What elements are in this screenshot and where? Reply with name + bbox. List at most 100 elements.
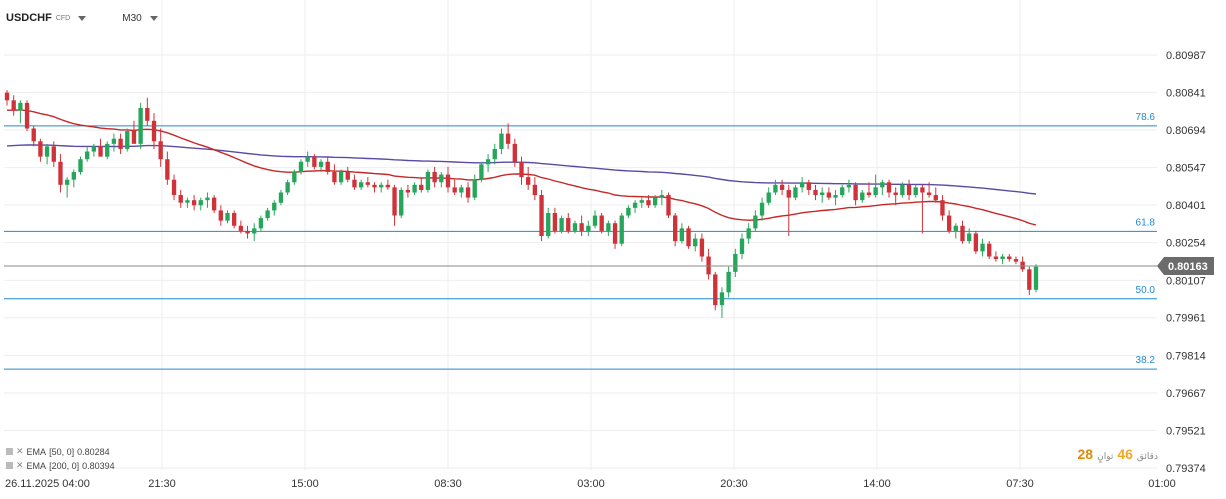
candle[interactable] [352,174,357,190]
candle[interactable] [1033,264,1039,293]
candle[interactable] [559,215,564,234]
candle[interactable] [779,179,785,196]
candle[interactable] [953,223,958,239]
candle[interactable] [693,233,698,252]
candle[interactable] [866,182,872,198]
candle[interactable] [399,187,404,219]
legend-close-icon[interactable]: ✕ [16,446,24,456]
candle[interactable] [211,195,217,213]
candle[interactable] [833,189,838,206]
candle[interactable] [626,205,631,219]
candle[interactable] [666,192,671,219]
candle[interactable] [318,159,324,173]
candle[interactable] [372,182,377,193]
candle[interactable] [338,169,344,185]
candle[interactable] [699,233,705,262]
candle[interactable] [599,212,604,234]
candle[interactable] [860,189,865,203]
candle[interactable] [98,138,103,157]
candle[interactable] [38,138,43,162]
candle[interactable] [492,143,497,165]
candle[interactable] [659,189,664,206]
candle[interactable] [185,197,190,208]
candle[interactable] [205,192,210,208]
candle[interactable] [512,138,517,167]
candle[interactable] [632,200,638,213]
fibonacci-levels[interactable]: 78.6 61.8 50.0 38.2 [4,112,1157,370]
candle[interactable] [826,187,832,201]
candle[interactable] [746,223,751,244]
legend-settings-icon[interactable] [6,448,13,455]
candle[interactable] [145,97,150,126]
candle[interactable] [245,225,250,239]
candle[interactable] [78,156,83,175]
candle[interactable] [786,184,791,237]
candle[interactable] [1027,266,1032,295]
candle[interactable] [232,210,237,229]
candle[interactable] [165,151,170,185]
candle[interactable] [773,179,778,196]
legend-settings-icon[interactable] [6,462,13,469]
candle[interactable] [572,220,578,234]
candle[interactable] [158,128,163,167]
candle[interactable] [1020,256,1025,272]
candle[interactable] [993,251,999,262]
candle[interactable] [345,166,350,183]
legend-ema-200[interactable]: ✕ EMA [200, 0] 0.80394 [6,460,115,471]
candle[interactable] [479,161,484,183]
candle[interactable] [171,174,177,201]
candle[interactable] [886,179,892,198]
candle[interactable] [118,133,123,155]
candle[interactable] [58,154,63,193]
candle[interactable] [806,179,811,196]
candle[interactable] [31,125,36,147]
candle[interactable] [987,241,992,260]
candle[interactable] [566,212,571,234]
candle[interactable] [218,205,223,226]
candle[interactable] [920,184,925,234]
candle[interactable] [940,195,945,221]
candle[interactable] [131,120,137,144]
candles[interactable] [4,90,1039,318]
candle[interactable] [298,159,304,175]
candle[interactable] [278,189,284,206]
candle[interactable] [485,154,491,173]
candle[interactable] [18,100,23,124]
candle[interactable] [713,271,718,311]
timeframe-selector[interactable]: M30 [122,12,142,24]
candle[interactable] [465,182,471,203]
candle[interactable] [646,195,651,208]
candle[interactable] [853,182,858,206]
candle[interactable] [846,179,852,193]
candle[interactable] [439,172,444,188]
candle[interactable] [686,225,691,249]
candle[interactable] [178,189,183,208]
candle[interactable] [519,156,524,185]
candle[interactable] [552,207,558,234]
candle[interactable] [472,174,477,201]
candle[interactable] [332,164,337,185]
candle[interactable] [358,179,364,190]
symbol-dropdown-icon[interactable] [78,15,87,21]
candle[interactable] [252,223,257,242]
candle[interactable] [579,215,584,237]
candle[interactable] [639,197,644,208]
candle[interactable] [973,230,979,254]
current-price-tag[interactable] [1157,256,1214,275]
candle[interactable] [365,177,370,188]
candle[interactable] [606,220,611,237]
candle[interactable] [198,197,203,211]
candle[interactable] [305,151,310,167]
candle[interactable] [900,182,905,198]
candle[interactable] [880,179,885,196]
candle[interactable] [980,238,985,257]
candle[interactable] [419,177,424,193]
candle[interactable] [906,179,912,201]
candle[interactable] [452,179,457,196]
candle[interactable] [873,174,878,198]
candle[interactable] [91,143,97,157]
candle[interactable] [379,182,384,193]
candle[interactable] [840,184,845,198]
candle[interactable] [820,187,825,203]
candle[interactable] [739,233,745,260]
